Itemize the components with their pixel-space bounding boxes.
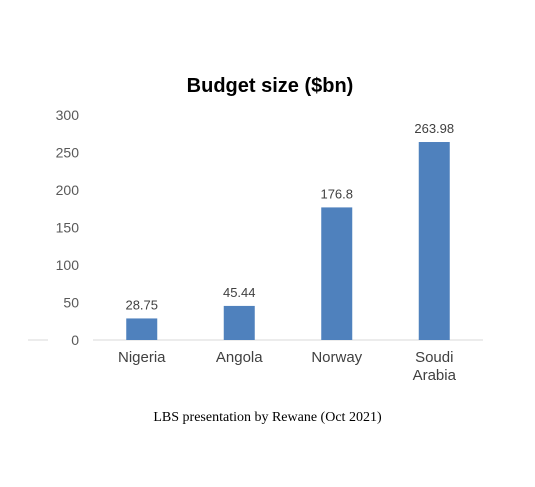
chart-title: Budget size ($bn) [187, 75, 354, 97]
y-tick-label: 250 [56, 145, 80, 161]
source-caption: LBS presentation by Rewane (Oct 2021) [153, 410, 382, 425]
data-label: 45.44 [223, 285, 256, 300]
x-axis-ticks: Nigeria Angola Norway Soudi Arabia [118, 349, 457, 384]
x-tick-label: Norway [311, 349, 362, 366]
data-label: 176.8 [320, 186, 353, 201]
x-tick-label: Nigeria [118, 349, 166, 366]
bar [321, 207, 353, 340]
y-axis-ticks: 0 50 100 150 200 250 300 [56, 107, 80, 348]
y-tick-label: 100 [56, 257, 80, 273]
x-tick-label: Soudi Arabia [413, 349, 457, 384]
y-tick-label: 50 [63, 295, 79, 311]
data-label: 263.98 [414, 121, 454, 136]
bar [418, 142, 450, 340]
bar [126, 318, 158, 340]
data-labels: 28.75 45.44 176.8 263.98 [125, 121, 454, 312]
x-tick-label: Angola [216, 349, 263, 366]
bar [223, 305, 255, 340]
y-tick-label: 300 [56, 107, 80, 123]
y-tick-label: 200 [56, 182, 80, 198]
data-label: 28.75 [125, 297, 158, 312]
y-tick-label: 0 [71, 332, 79, 348]
y-tick-label: 150 [56, 220, 80, 236]
bars [126, 142, 450, 340]
